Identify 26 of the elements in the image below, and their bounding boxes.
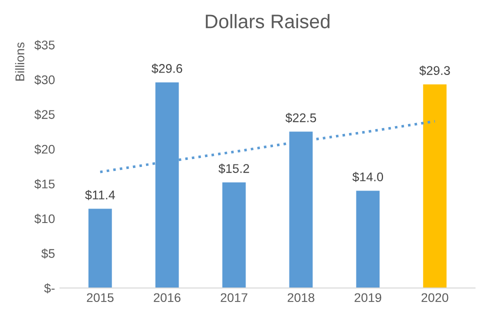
data-label: $22.5 xyxy=(285,112,316,123)
y-tick-label: $- xyxy=(44,283,55,294)
y-tick-label: $10 xyxy=(34,214,55,224)
x-tick-label: 2016 xyxy=(154,293,180,302)
x-tick-label: 2018 xyxy=(288,293,314,302)
data-label: $11.4 xyxy=(85,190,115,200)
bar xyxy=(88,208,112,288)
data-label: $14.0 xyxy=(352,172,384,182)
x-tick-label: 2020 xyxy=(422,293,448,302)
y-tick-label: $35 xyxy=(34,40,55,50)
bar xyxy=(356,190,380,288)
chart-title: Dollars Raised xyxy=(206,14,330,28)
data-label: $15.2 xyxy=(218,164,250,174)
y-tick-label: $30 xyxy=(34,74,55,85)
y-tick-label: $5 xyxy=(41,248,55,259)
bar xyxy=(423,84,447,288)
data-label: $29.3 xyxy=(419,66,450,76)
y-tick-label: $20 xyxy=(34,144,55,154)
x-tick-label: 2019 xyxy=(354,293,382,302)
bar xyxy=(222,182,246,288)
x-tick-label: 2015 xyxy=(86,293,114,302)
y-tick-label: $25 xyxy=(34,110,55,120)
y-tick-label: $15 xyxy=(34,179,55,190)
data-label: $29.6 xyxy=(152,64,182,74)
x-tick-label: 2017 xyxy=(220,293,248,302)
y-axis-title: Billions xyxy=(15,42,24,81)
